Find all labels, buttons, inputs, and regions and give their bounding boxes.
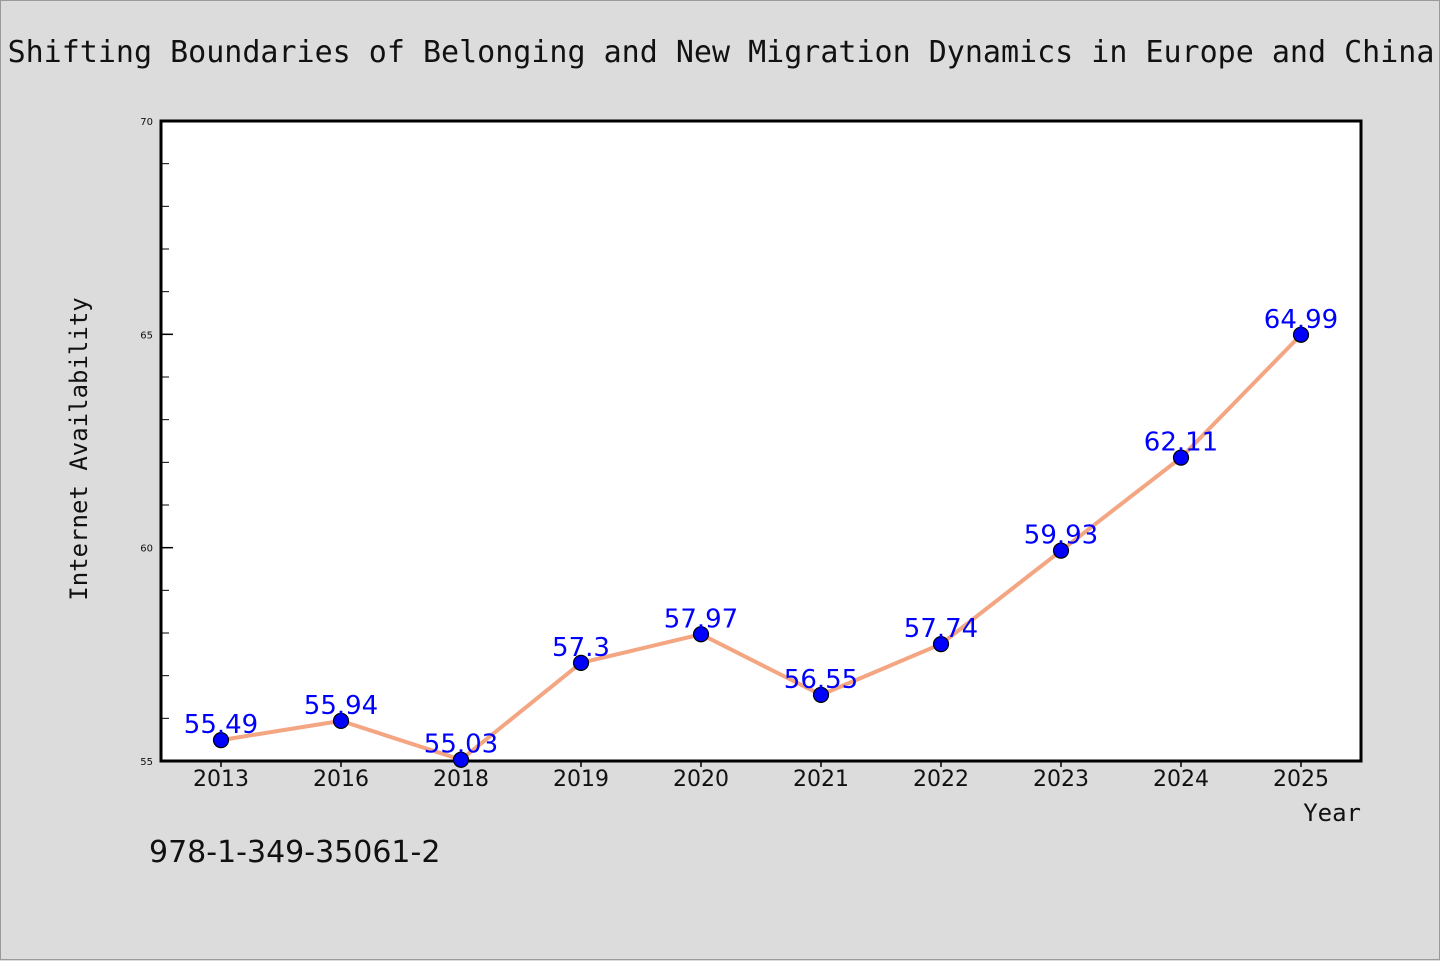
data-point-marker bbox=[212, 731, 230, 749]
x-tick-label: 2023 bbox=[1033, 767, 1089, 792]
plot-frame bbox=[159, 119, 1363, 763]
data-point-marker bbox=[812, 686, 830, 703]
data-point-marker bbox=[1052, 542, 1070, 559]
y-tick-label: 70 bbox=[140, 117, 153, 128]
x-tick-label: 2025 bbox=[1273, 767, 1329, 792]
data-point-marker bbox=[572, 654, 590, 671]
data-label: 57.97 bbox=[664, 604, 738, 634]
data-label: 57.3 bbox=[552, 633, 610, 663]
data-label: 55.03 bbox=[424, 730, 498, 760]
y-tick-label: 55 bbox=[140, 757, 153, 768]
data-point-marker bbox=[332, 712, 350, 729]
x-tick-label: 2019 bbox=[553, 767, 609, 792]
x-tick-label: 2020 bbox=[673, 767, 729, 792]
x-tick-label: 2016 bbox=[313, 767, 369, 792]
y-axis-label: Internet Availability bbox=[65, 297, 93, 600]
data-label: 59.93 bbox=[1024, 521, 1098, 551]
data-label: 62.11 bbox=[1144, 428, 1218, 458]
data-label: 57.74 bbox=[904, 614, 978, 644]
x-tick-label: 2013 bbox=[193, 767, 249, 792]
x-tick-label: 2022 bbox=[913, 767, 969, 792]
series-line bbox=[219, 332, 1303, 762]
x-tick-label: 2021 bbox=[793, 767, 849, 792]
data-point-marker bbox=[1172, 449, 1190, 466]
data-point-marker bbox=[452, 751, 470, 768]
data-label: 56.55 bbox=[784, 665, 858, 695]
x-tick-label: 2024 bbox=[1153, 767, 1209, 792]
chart-title: Shifting Boundaries of Belonging and New… bbox=[7, 35, 1435, 70]
y-tick-label: 65 bbox=[140, 330, 153, 341]
x-axis-label: Year bbox=[1303, 799, 1361, 827]
data-label: 55.49 bbox=[184, 710, 258, 740]
y-tick-label: 60 bbox=[140, 544, 153, 555]
data-point-marker bbox=[1292, 326, 1310, 343]
data-label: 55.94 bbox=[304, 691, 378, 721]
data-point-marker bbox=[932, 635, 950, 653]
isbn-text: 978-1-349-35061-2 bbox=[149, 835, 441, 870]
data-point-marker bbox=[692, 626, 710, 643]
data-label: 64.99 bbox=[1264, 305, 1338, 335]
x-tick-label: 2018 bbox=[433, 767, 489, 792]
